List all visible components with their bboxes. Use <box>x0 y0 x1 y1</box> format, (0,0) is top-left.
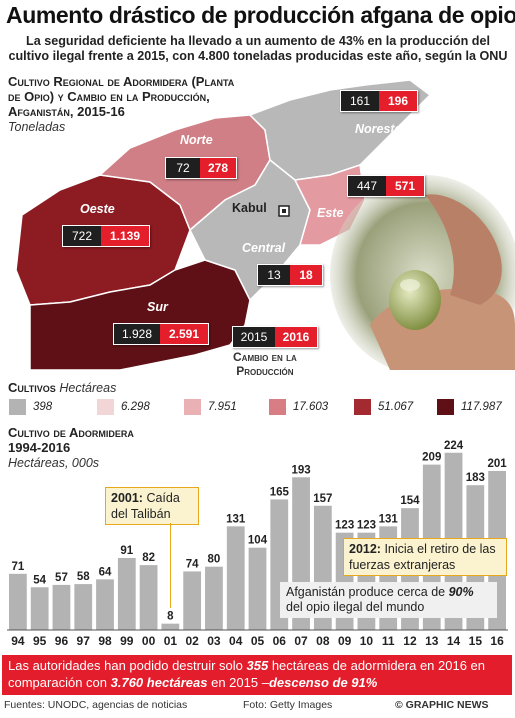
legend-item: 6.298 <box>96 398 150 416</box>
bar-99 <box>117 557 136 630</box>
legend-item: 398 <box>8 398 52 416</box>
bar-value-label: 80 <box>208 554 221 566</box>
map-title: Cultivo Regional de Adormidera (Planta d… <box>8 74 235 119</box>
x-tick-label: 08 <box>316 634 330 648</box>
bar-97 <box>74 584 93 630</box>
note-box: Afganistán produce cerca de 90% del opio… <box>280 582 497 618</box>
legend-item: 51.067 <box>353 398 413 416</box>
poppy-photo <box>330 175 515 370</box>
x-tick-label: 14 <box>447 634 461 648</box>
callout-taliban-line <box>170 523 171 608</box>
bar-value-label: 74 <box>186 558 199 570</box>
bar-value-label: 193 <box>291 464 310 476</box>
bar-value-label: 54 <box>33 574 46 586</box>
x-tick-label: 12 <box>403 634 417 648</box>
label-noreste: Noreste <box>355 122 402 136</box>
key-badge: 2015 2016 <box>232 326 318 348</box>
chart-units: Hectáreas, 000s <box>8 456 100 470</box>
legend-title: Cultivos Hectáreas <box>8 380 117 395</box>
bar-98 <box>96 579 114 630</box>
bar-value-label: 157 <box>313 493 332 505</box>
bar-value-label: 209 <box>422 452 441 464</box>
bar-value-label: 71 <box>11 561 24 573</box>
photo-credit: Foto: Getty Images <box>243 699 333 711</box>
x-tick-label: 01 <box>164 634 178 648</box>
bar-02 <box>183 571 202 630</box>
callout-taliban: 2001: Caída del Talibán <box>105 487 199 525</box>
badge-este: 447 571 <box>347 175 425 197</box>
x-tick-label: 05 <box>251 634 265 648</box>
label-norte: Norte <box>180 133 213 147</box>
bar-94 <box>9 573 27 630</box>
x-tick-label: 15 <box>469 634 483 648</box>
bar-value-label: 201 <box>488 458 508 470</box>
brand: © GRAPHIC NEWS <box>395 699 489 711</box>
map-units: Toneladas <box>8 120 66 134</box>
bar-value-label: 91 <box>120 545 133 557</box>
bar-95 <box>30 587 49 630</box>
x-tick-label: 06 <box>273 634 287 648</box>
legend-item: 117.987 <box>436 398 502 416</box>
bar-00 <box>139 565 158 630</box>
bar-value-label: 131 <box>379 513 399 525</box>
x-tick-label: 94 <box>11 634 25 648</box>
x-tick-label: 13 <box>425 634 439 648</box>
x-tick-label: 99 <box>120 634 134 648</box>
bar-05 <box>248 547 267 630</box>
bar-value-label: 104 <box>248 535 268 547</box>
bar-value-label: 224 <box>444 440 464 452</box>
x-tick-label: 02 <box>185 634 199 648</box>
page-subtitle: La seguridad deficiente ha llevado a un … <box>8 34 508 63</box>
badge-sur: 1.928 2.591 <box>113 323 209 345</box>
legend: 398 6.298 7.951 17.603 51.067 117.987 <box>8 398 513 416</box>
x-tick-label: 11 <box>382 634 395 648</box>
bar-value-label: 58 <box>77 571 90 583</box>
bar-value-label: 123 <box>335 520 354 532</box>
badge-norte: 72 278 <box>165 157 237 179</box>
callout-withdrawal: 2012: Inicia el retiro de las fuerzas ex… <box>343 538 507 576</box>
bar-value-label: 8 <box>167 611 174 623</box>
x-tick-label: 16 <box>490 634 504 648</box>
label-este: Este <box>317 206 344 220</box>
sources: Fuentes: UNODC, agencias de noticias <box>4 699 188 711</box>
badge-oeste: 722 1.139 <box>62 225 150 247</box>
bar-value-label: 131 <box>226 513 246 525</box>
label-central: Central <box>242 241 286 255</box>
label-oeste: Oeste <box>80 202 115 216</box>
legend-item: 7.951 <box>183 398 237 416</box>
bar-value-label: 123 <box>357 520 376 532</box>
bar-01 <box>161 623 180 630</box>
x-tick-label: 00 <box>142 634 156 648</box>
x-tick-label: 07 <box>294 634 308 648</box>
x-tick-label: 10 <box>360 634 374 648</box>
chart-title: Cultivo de Adormidera 1994-2016 <box>8 425 134 455</box>
x-tick-label: 09 <box>338 634 352 648</box>
x-tick-label: 97 <box>77 634 91 648</box>
bar-value-label: 82 <box>142 552 155 564</box>
badge-central: 13 18 <box>257 264 323 286</box>
bar-value-label: 57 <box>55 572 68 584</box>
bar-value-label: 154 <box>400 495 420 507</box>
badge-noreste: 161 196 <box>340 90 418 112</box>
label-kabul: Kabul <box>232 201 267 215</box>
label-sur: Sur <box>147 300 168 314</box>
key-label: Cambio en la Producción <box>233 350 297 378</box>
legend-item: 17.603 <box>268 398 328 416</box>
bar-value-label: 183 <box>466 472 485 484</box>
bar-04 <box>226 526 245 630</box>
x-tick-label: 04 <box>229 634 243 648</box>
x-tick-label: 98 <box>98 634 112 648</box>
bar-96 <box>52 584 71 630</box>
bar-03 <box>205 566 223 630</box>
page-title: Aumento drástico de producción afgana de… <box>6 2 515 28</box>
x-tick-label: 96 <box>55 634 69 648</box>
bar-value-label: 64 <box>99 566 112 578</box>
bar-value-label: 165 <box>270 486 290 498</box>
footer-note: Las autoridades han podido destruir solo… <box>2 655 512 695</box>
x-tick-label: 03 <box>207 634 221 648</box>
x-tick-label: 95 <box>33 634 47 648</box>
